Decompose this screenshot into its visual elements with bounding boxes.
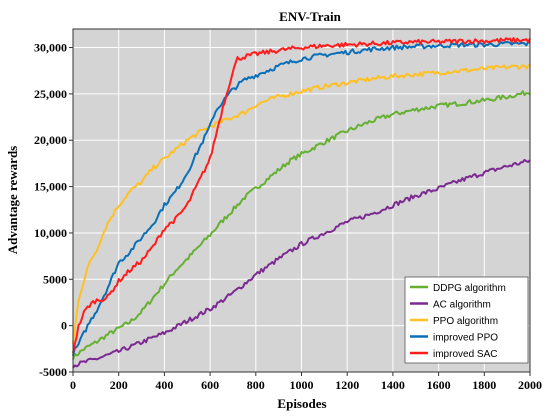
y-tick-label: 20,000 [34,133,67,147]
chart-legend: DDPG algorithm AC algorithm PPO algorithm i… [404,276,529,364]
x-tick-label: 1400 [381,378,405,392]
y-axis-label: Advantage rewards [5,146,20,254]
x-tick-label: 200 [110,378,128,392]
x-axis-ticks: 0 200 400 600 800 1000 1200 1400 1600 1800 2000 [70,372,542,392]
x-tick-label: 800 [247,378,265,392]
x-tick-label: 400 [155,378,173,392]
series-line-ddpg-algorithm [72,90,531,360]
x-axis-label: Episodes [277,396,326,411]
series-line-improved-ppo [72,41,531,356]
y-tick-label: 5000 [43,272,67,286]
series-layer [72,37,531,369]
series-line-ac-algorithm [72,158,531,369]
x-tick-label: 1000 [290,378,314,392]
legend-label: AC algorithm [433,300,491,311]
y-tick-label: -5000 [39,365,67,379]
legend-label: improved PPO [433,333,498,344]
x-tick-label: 600 [201,378,219,392]
x-tick-label: 1800 [472,378,496,392]
y-tick-label: 15,000 [34,180,67,194]
y-axis-ticks: -5000 0 5000 10,000 15,000 20,000 25,000 30,000 [34,41,73,379]
y-tick-label: 0 [61,319,67,333]
y-tick-label: 25,000 [34,87,67,101]
series-line-ppo-algorithm [72,63,531,344]
chart-title: ENV-Train [279,9,341,24]
legend-label: PPO algorithm [433,316,498,327]
y-tick-label: 10,000 [34,226,67,240]
y-tick-label: 30,000 [34,41,67,55]
x-tick-label: 1600 [427,378,451,392]
x-tick-label: 2000 [518,378,542,392]
x-tick-label: 0 [70,378,76,392]
x-tick-label: 1200 [335,378,359,392]
legend-label: improved SAC [433,349,497,360]
legend-label: DDPG algorithm [433,283,506,294]
series-line-improved-sac [72,37,531,354]
